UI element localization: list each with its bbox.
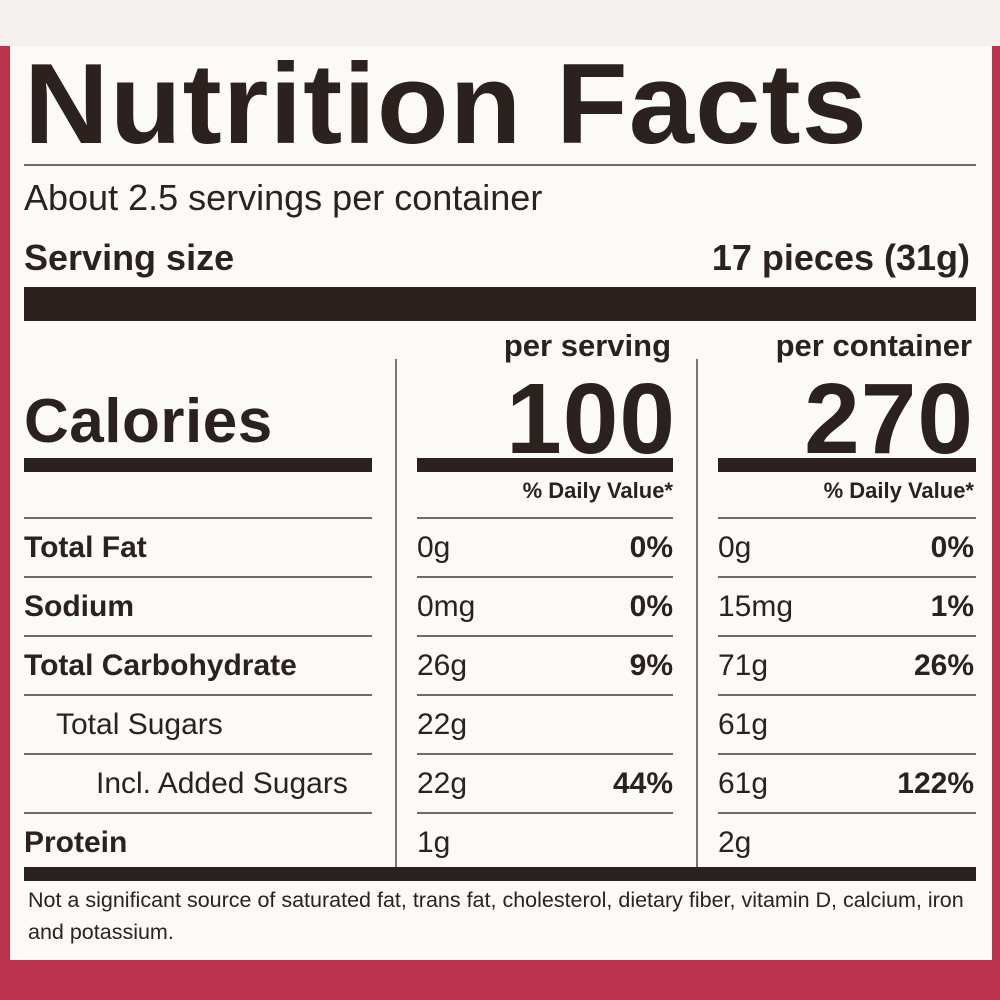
row-line xyxy=(24,753,372,755)
nutrient-name: Protein xyxy=(24,826,128,859)
calories-rule-serving xyxy=(417,458,673,472)
row-line xyxy=(417,576,673,578)
daily-value-container: % Daily Value* xyxy=(823,478,974,503)
per-serving-label: per serving xyxy=(503,328,671,363)
row-line xyxy=(24,812,372,814)
row-line xyxy=(417,753,673,755)
serving-amount: 22g xyxy=(417,767,468,800)
container-amount: 61g xyxy=(718,708,769,741)
container-amount: 61g xyxy=(718,767,769,800)
nutrient-row-protein: Protein 1g 2g xyxy=(10,814,992,872)
nutrient-row-total-sugars: Total Sugars 22g 61g xyxy=(10,696,992,754)
calories-per-container: 270 xyxy=(804,363,974,475)
servings-per-container: About 2.5 servings per container xyxy=(24,177,543,218)
container-dv: 1% xyxy=(930,590,974,623)
background-top xyxy=(0,0,1000,46)
nutrient-name: Total Fat xyxy=(24,531,147,564)
nutrient-name: Incl. Added Sugars xyxy=(96,767,348,800)
daily-value-serving: % Daily Value* xyxy=(522,478,673,503)
nutrient-row-added-sugars: Incl. Added Sugars 22g 44% 61g 122% xyxy=(10,755,992,813)
container-amount: 0g xyxy=(718,531,752,564)
row-line xyxy=(718,517,976,519)
divider-under-title xyxy=(24,164,976,166)
thick-divider xyxy=(24,287,976,321)
row-line xyxy=(417,812,673,814)
column-divider-2 xyxy=(696,359,698,869)
serving-amount: 0mg xyxy=(417,590,476,623)
calories-label: Calories xyxy=(24,387,273,456)
row-line xyxy=(718,576,976,578)
container-dv: 122% xyxy=(897,767,974,800)
row-line xyxy=(718,635,976,637)
container-amount: 15mg xyxy=(718,590,794,623)
column-divider-1 xyxy=(395,359,397,869)
nutrient-name: Total Sugars xyxy=(56,708,223,741)
row-line xyxy=(417,517,673,519)
serving-amount: 1g xyxy=(417,826,451,859)
row-line xyxy=(24,694,372,696)
serving-amount: 26g xyxy=(417,649,468,682)
row-line xyxy=(718,753,976,755)
serving-dv: 44% xyxy=(612,767,673,800)
row-line xyxy=(24,576,372,578)
row-line xyxy=(417,694,673,696)
row-line xyxy=(718,812,976,814)
nutrition-label: Nutrition Facts About 2.5 servings per c… xyxy=(10,46,992,960)
serving-dv: 9% xyxy=(629,649,673,682)
row-line xyxy=(24,517,372,519)
calories-rule-container xyxy=(718,458,976,472)
bottom-thick-rule xyxy=(24,867,976,881)
nutrient-row-total-carbohydrate: Total Carbohydrate 26g 9% 71g 26% xyxy=(10,637,992,695)
footnote: Not a significant source of saturated fa… xyxy=(28,888,964,944)
row-line xyxy=(417,635,673,637)
nutrient-name: Total Carbohydrate xyxy=(24,649,297,682)
serving-size-label: Serving size xyxy=(24,237,235,278)
nutrient-row-sodium: Sodium 0mg 0% 15mg 1% xyxy=(10,578,992,636)
calories-per-serving: 100 xyxy=(506,363,676,475)
container-dv: 26% xyxy=(913,649,974,682)
nutrient-name: Sodium xyxy=(24,590,134,623)
serving-amount: 22g xyxy=(417,708,468,741)
container-amount: 71g xyxy=(718,649,769,682)
row-line xyxy=(24,635,372,637)
serving-dv: 0% xyxy=(629,590,673,623)
container-amount: 2g xyxy=(718,826,752,859)
row-line xyxy=(718,694,976,696)
serving-size-value: 17 pieces (31g) xyxy=(711,237,970,278)
per-container-label: per container xyxy=(775,328,972,363)
serving-dv: 0% xyxy=(629,531,673,564)
serving-amount: 0g xyxy=(417,531,451,564)
label-title: Nutrition Facts xyxy=(24,46,868,168)
container-dv: 0% xyxy=(930,531,974,564)
calories-rule-name xyxy=(24,458,372,472)
nutrient-row-total-fat: Total Fat 0g 0% 0g 0% xyxy=(10,519,992,577)
